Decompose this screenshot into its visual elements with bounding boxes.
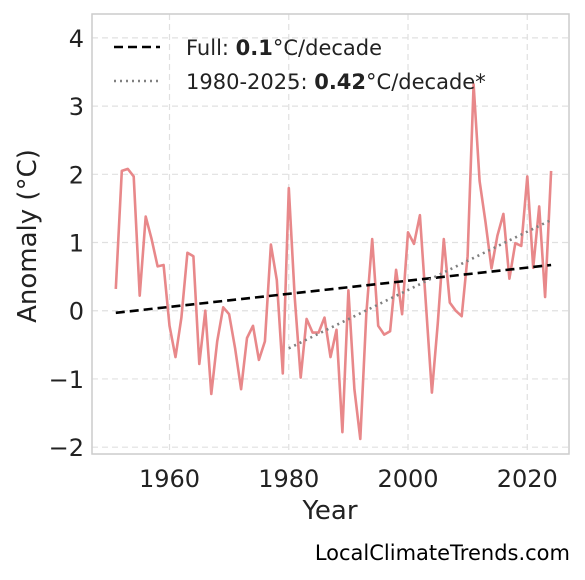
series-layer	[114, 83, 553, 441]
legend-recent-unit: °C/decade*	[366, 70, 486, 94]
y-tick-label: 4	[69, 25, 84, 53]
x-tick-label: 1960	[139, 465, 200, 493]
x-tick-label: 2000	[377, 465, 438, 493]
legend-full-label: Full: 0.1°C/decade	[186, 36, 382, 60]
y-tick-label: 2	[69, 161, 84, 189]
legend-full-unit: °C/decade	[273, 36, 382, 60]
plot-background	[92, 14, 569, 454]
legend-recent-prefix: 1980-2025:	[186, 70, 314, 94]
y-axis-title: Anomaly (°C)	[13, 149, 43, 323]
y-tick-label: 3	[69, 93, 84, 121]
trend-line-full	[115, 263, 552, 315]
x-tick-label: 1980	[258, 465, 319, 493]
x-tick-label: 2020	[497, 465, 558, 493]
y-tick-label: −2	[49, 434, 84, 462]
x-axis-title: Year	[301, 496, 357, 526]
legend-recent-value: 0.42	[314, 70, 366, 94]
y-tick-labels: −2 −1 0 1 2 3 4	[49, 25, 84, 462]
legend-recent-label: 1980-2025: 0.42°C/decade*	[186, 70, 486, 94]
legend-full-prefix: Full:	[186, 36, 236, 60]
y-tick-label: 1	[69, 230, 84, 258]
y-tick-label: 0	[69, 298, 84, 326]
legend-full-value: 0.1	[236, 36, 273, 60]
anomaly-line	[114, 83, 553, 441]
x-tick-labels: 1960 1980 2000 2020	[139, 465, 558, 493]
trend-line-recent	[288, 218, 552, 350]
watermark-text: LocalClimateTrends.com	[315, 541, 570, 565]
plot-frame	[91, 13, 570, 455]
y-tick-label: −1	[49, 366, 84, 394]
legend: Full: 0.1°C/decade 1980-2025: 0.42°C/dec…	[114, 36, 486, 94]
